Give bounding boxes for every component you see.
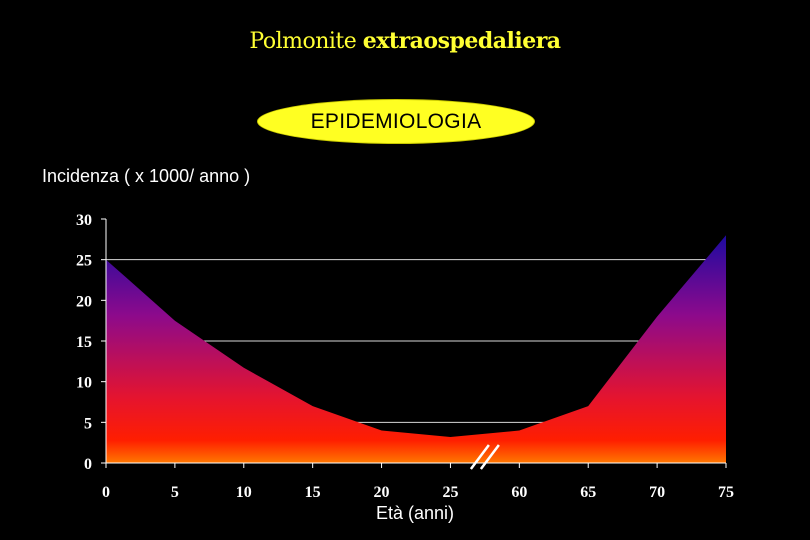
x-tick-label: 20 — [374, 484, 390, 501]
y-tick-label: 15 — [76, 334, 92, 351]
badge-label: EPIDEMIOLOGIA — [310, 109, 482, 133]
axis-break-mark — [469, 444, 500, 470]
x-tick-label: 5 — [171, 484, 179, 501]
y-tick-labels: 0 5 10 15 20 25 30 — [76, 212, 92, 473]
title-part1: Polmonite — [249, 29, 357, 54]
x-tick-label: 75 — [718, 484, 734, 501]
x-tick-label: 10 — [236, 484, 252, 501]
axes — [101, 218, 727, 468]
epidemiology-badge: EPIDEMIOLOGIA — [258, 100, 534, 143]
y-axis-label: Incidenza ( x 1000/ anno ) — [42, 166, 251, 186]
title-part2: extraospedaliera — [362, 28, 561, 54]
y-tick-label: 5 — [84, 415, 92, 432]
x-tick-labels: 0 5 10 15 20 25 60 65 70 75 — [102, 484, 734, 501]
y-tick-label: 25 — [76, 253, 92, 270]
break-stroke — [479, 444, 500, 470]
y-tick-label: 30 — [76, 212, 92, 229]
x-tick-label: 25 — [442, 484, 458, 501]
slide-title: Polmonite extraospedaliera — [0, 28, 810, 54]
x-axis-label: Età (anni) — [375, 503, 455, 523]
y-tick-label: 20 — [76, 293, 92, 310]
y-tick-label: 0 — [84, 456, 92, 473]
x-tick-label: 65 — [580, 484, 596, 501]
x-tick-label: 15 — [305, 484, 321, 501]
x-tick-label: 0 — [102, 484, 110, 501]
y-tick-label: 10 — [76, 375, 92, 392]
x-tick-label: 70 — [649, 484, 665, 501]
x-tick-label: 60 — [511, 484, 527, 501]
incidence-area — [106, 235, 726, 463]
break-stroke — [469, 444, 490, 470]
